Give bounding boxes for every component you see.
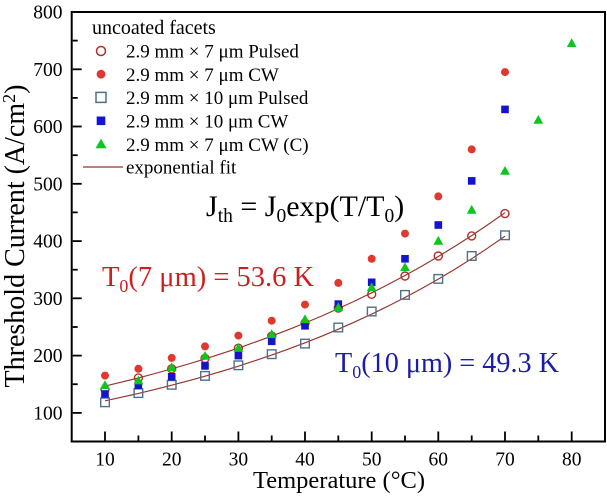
svg-text:700: 700 (33, 60, 62, 81)
svg-text:2.9 mm × 7 μm CW (C): 2.9 mm × 7 μm CW (C) (126, 135, 309, 156)
svg-text:800: 800 (33, 3, 62, 24)
svg-text:30: 30 (229, 450, 249, 471)
svg-text:40: 40 (295, 450, 315, 471)
svg-text:300: 300 (33, 289, 62, 310)
svg-text:2.9 mm × 10 μm Pulsed: 2.9 mm × 10 μm Pulsed (126, 88, 309, 109)
svg-text:80: 80 (562, 450, 582, 471)
svg-text:exponential fit: exponential fit (126, 158, 237, 179)
svg-text:Temperature (°C): Temperature (°C) (253, 467, 425, 494)
svg-text:Jth = J0exp(T/T0): Jth = J0exp(T/T0) (206, 190, 404, 227)
svg-text:20: 20 (162, 450, 182, 471)
svg-text:60: 60 (429, 450, 449, 471)
svg-text:400: 400 (33, 232, 62, 253)
svg-text:2.9 mm × 7 μm Pulsed: 2.9 mm × 7 μm Pulsed (126, 42, 299, 63)
svg-text:T0(7 μm) = 53.6 K: T0(7 μm) = 53.6 K (102, 262, 315, 296)
svg-text:500: 500 (33, 174, 62, 195)
svg-text:50: 50 (362, 450, 382, 471)
svg-text:70: 70 (495, 450, 515, 471)
svg-text:200: 200 (33, 346, 62, 367)
svg-text:uncoated facets: uncoated facets (92, 17, 216, 39)
svg-text:2.9 mm × 10 μm CW: 2.9 mm × 10 μm CW (126, 112, 288, 133)
svg-text:Threshold Current (A/cm2): Threshold Current (A/cm2) (0, 85, 31, 388)
svg-text:10: 10 (95, 450, 115, 471)
svg-text:2.9 mm × 7 μm CW: 2.9 mm × 7 μm CW (126, 65, 279, 86)
svg-text:600: 600 (33, 117, 62, 138)
svg-text:T0(10 μm) = 49.3 K: T0(10 μm) = 49.3 K (335, 348, 560, 382)
svg-text:100: 100 (33, 404, 62, 425)
